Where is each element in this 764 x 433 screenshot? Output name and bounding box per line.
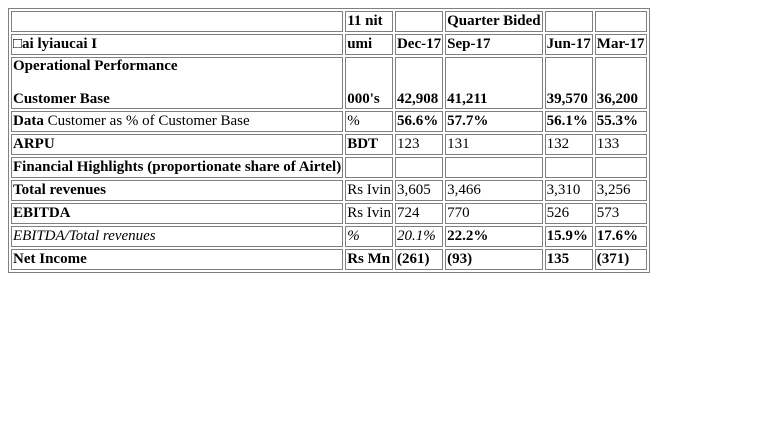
table-row: Operational Performance Customer Base 00… <box>11 57 647 109</box>
row-value: 3,256 <box>594 180 647 201</box>
table-row: ARPU BDT 123 131 132 133 <box>11 134 647 155</box>
row-unit <box>345 157 393 178</box>
quarter-ended-header: Quarter Bided <box>445 11 543 32</box>
row-value: 133 <box>594 134 647 155</box>
particulars-header: □ai lyiaucai I <box>11 34 344 55</box>
table-row: Net Income Rs Mn (261) (93) 135 (371) <box>11 249 647 270</box>
header-cell-empty <box>594 11 647 32</box>
header-cell-empty <box>544 11 593 32</box>
row-label: Net Income <box>11 249 344 270</box>
row-value <box>594 157 647 178</box>
row-value: 41,211 <box>445 57 543 109</box>
row-label-text: Customer as % of Customer Base <box>43 113 250 129</box>
table-row: EBITDA/Total revenues % 20.1% 22.2% 15.9… <box>11 226 647 247</box>
row-label-text: Customer Base <box>13 91 110 107</box>
row-value <box>544 157 593 178</box>
row-unit: % <box>345 111 393 132</box>
row-value: 770 <box>445 203 543 224</box>
row-label: ARPU <box>11 134 344 155</box>
row-value: 56.6% <box>394 111 444 132</box>
row-value: 17.6% <box>594 226 647 247</box>
row-value: (261) <box>394 249 444 270</box>
row-value: 131 <box>445 134 543 155</box>
header-row-2: □ai lyiaucai I umi Dec-17 Sep-17 Jun-17 … <box>11 34 647 55</box>
row-unit: 000's <box>345 57 393 109</box>
row-label: Operational Performance Customer Base <box>11 57 344 109</box>
row-unit: Rs Mn <box>345 249 393 270</box>
header-cell-empty <box>394 11 444 32</box>
period-header: Jun-17 <box>544 34 593 55</box>
row-label: Total revenues <box>11 180 344 201</box>
row-value: 39,570 <box>544 57 593 109</box>
row-label: Data Customer as % of Customer Base <box>11 111 344 132</box>
row-unit: % <box>345 226 393 247</box>
row-value: 132 <box>544 134 593 155</box>
row-value: 123 <box>394 134 444 155</box>
row-value: (371) <box>594 249 647 270</box>
table-row: Data Customer as % of Customer Base % 56… <box>11 111 647 132</box>
row-value: 135 <box>544 249 593 270</box>
period-header: Mar-17 <box>594 34 647 55</box>
row-value: 56.1% <box>544 111 593 132</box>
table-row: EBITDA Rs Ivin 724 770 526 573 <box>11 203 647 224</box>
row-value: 3,310 <box>544 180 593 201</box>
row-value: 15.9% <box>544 226 593 247</box>
section-title: Operational Performance <box>13 58 178 74</box>
row-unit: Rs Ivin <box>345 203 393 224</box>
row-label: EBITDA <box>11 203 344 224</box>
period-header: Dec-17 <box>394 34 444 55</box>
section-title: Financial Highlights (proportionate shar… <box>11 157 344 178</box>
financial-table: 11 nit Quarter Bided □ai lyiaucai I umi … <box>8 8 650 273</box>
row-unit: BDT <box>345 134 393 155</box>
row-value: 22.2% <box>445 226 543 247</box>
row-value: (93) <box>445 249 543 270</box>
row-value: 57.7% <box>445 111 543 132</box>
row-value: 526 <box>544 203 593 224</box>
row-value <box>394 157 444 178</box>
row-value: 724 <box>394 203 444 224</box>
row-label-bold: Data <box>13 113 44 129</box>
unit-header-cell: 11 nit <box>345 11 393 32</box>
header-row-1: 11 nit Quarter Bided <box>11 11 647 32</box>
row-label: EBITDA/Total revenues <box>11 226 344 247</box>
unit-subheader: umi <box>345 34 393 55</box>
financial-table-container: 11 nit Quarter Bided □ai lyiaucai I umi … <box>8 8 650 273</box>
row-value <box>445 157 543 178</box>
row-value: 3,466 <box>445 180 543 201</box>
header-cell-empty <box>11 11 344 32</box>
row-value: 573 <box>594 203 647 224</box>
table-row: Total revenues Rs Ivin 3,605 3,466 3,310… <box>11 180 647 201</box>
row-unit: Rs Ivin <box>345 180 393 201</box>
table-row: Financial Highlights (proportionate shar… <box>11 157 647 178</box>
period-header: Sep-17 <box>445 34 543 55</box>
row-value: 20.1% <box>394 226 444 247</box>
row-value: 36,200 <box>594 57 647 109</box>
row-value: 55.3% <box>594 111 647 132</box>
row-value: 3,605 <box>394 180 444 201</box>
row-value: 42,908 <box>394 57 444 109</box>
